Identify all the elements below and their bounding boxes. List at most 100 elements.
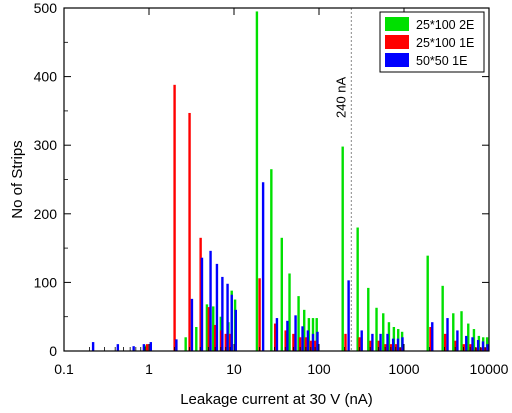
bar-series1-25 <box>429 326 432 351</box>
bar-series1-17 <box>344 333 347 351</box>
bar-series1-1 <box>173 84 176 351</box>
bar-series2-21 <box>316 331 319 351</box>
legend-label-0: 25*100 2E <box>416 18 474 32</box>
bar-series2-11 <box>226 283 229 351</box>
legend-swatch-0 <box>385 17 409 31</box>
bar-series2-35 <box>476 340 480 351</box>
bar-series2-27 <box>391 338 395 351</box>
y-tick-label-5: 500 <box>34 0 58 16</box>
bar-series0-31 <box>467 323 470 351</box>
bar-series0-22 <box>382 313 385 351</box>
bar-series0-10 <box>270 169 273 351</box>
bar-series2-8 <box>209 250 212 351</box>
bar-series1-18 <box>358 337 361 351</box>
bar-series2-20 <box>311 333 315 351</box>
bar-series1-9 <box>258 278 261 351</box>
bar-series2-13 <box>234 309 237 351</box>
bar-series0-30 <box>460 311 463 351</box>
bar-series1-15 <box>309 340 312 351</box>
bar-series2-5 <box>175 339 178 351</box>
bar-series2-3 <box>142 344 146 351</box>
bar-series2-22 <box>347 280 350 351</box>
bar-series2-36 <box>481 341 485 351</box>
bar-series1-12 <box>292 333 295 351</box>
bar-series0-23 <box>387 322 391 351</box>
bar-series0-1 <box>184 337 187 351</box>
bar-series0-11 <box>280 237 283 351</box>
x-tick-label-5: 10000 <box>470 361 509 377</box>
bar-series1-27 <box>454 340 457 351</box>
bar-series0-29 <box>452 313 455 351</box>
legend-swatch-2 <box>385 53 409 67</box>
bar-series1-16 <box>313 340 317 351</box>
bar-series2-15 <box>275 318 279 351</box>
bar-series2-1 <box>116 344 120 351</box>
bar-series2-32 <box>456 330 459 351</box>
y-tick-label-4: 400 <box>34 69 58 85</box>
bar-series0-19 <box>356 227 359 351</box>
bar-series2-9 <box>215 263 219 351</box>
bar-series2-30 <box>431 322 434 351</box>
bar-series2-4 <box>149 342 152 351</box>
bar-series2-0 <box>91 342 95 351</box>
bar-series1-14 <box>304 337 308 351</box>
x-axis-label: Leakage current at 30 V (nA) <box>180 391 373 408</box>
bar-series0-14 <box>303 309 306 351</box>
bar-series2-26 <box>386 333 389 351</box>
bar-series1-13 <box>298 337 302 351</box>
x-tick-label-4: 1000 <box>388 361 419 377</box>
bar-series2-24 <box>371 333 374 351</box>
bar-series0-13 <box>297 296 300 351</box>
bar-series2-19 <box>306 330 310 351</box>
bar-series2-14 <box>261 182 265 351</box>
bar-series2-6 <box>190 298 194 351</box>
bar-series1-8 <box>228 333 232 351</box>
legend-swatch-1 <box>385 35 409 49</box>
bar-series0-20 <box>367 287 370 351</box>
bar-series1-26 <box>443 333 447 351</box>
x-tick-label-3: 100 <box>307 361 331 377</box>
bar-series2-16 <box>286 320 289 351</box>
legend-label-1: 25*100 1E <box>416 36 474 50</box>
bar-series0-2 <box>195 326 198 351</box>
bar-series2-33 <box>465 335 468 351</box>
bar-series1-7 <box>224 333 227 351</box>
bar-series2-2 <box>132 346 135 351</box>
bar-series1-5 <box>213 324 217 351</box>
legend-label-2: 50*50 1E <box>416 54 467 68</box>
y-tick-label-0: 0 <box>49 343 57 359</box>
bar-series0-12 <box>288 273 291 351</box>
bar-series2-12 <box>230 294 233 351</box>
bar-series1-6 <box>219 330 223 351</box>
bar-series2-29 <box>401 337 404 351</box>
y-axis-label: No of Strips <box>9 140 26 218</box>
legend: 25*100 2E 25*100 1E 50*50 1E <box>379 11 485 73</box>
bar-series2-23 <box>360 330 363 351</box>
bar-series1-10 <box>273 323 277 351</box>
y-tick-label-2: 200 <box>34 206 58 222</box>
x-tick-label-1: 1 <box>145 361 153 377</box>
bar-series2-7 <box>200 257 204 351</box>
bar-series2-25 <box>379 333 382 351</box>
bar-series2-28 <box>396 338 400 351</box>
bar-series1-2 <box>188 112 191 352</box>
bar-series1-0 <box>145 344 149 351</box>
axes-layer: 0.1 1 10 100 1000 10000 0 100 200 300 400 500 <box>34 0 509 377</box>
x-tick-label-0: 0.1 <box>54 361 74 377</box>
bar-series0-27 <box>426 255 429 351</box>
bar-series1-3 <box>199 237 202 351</box>
bar-series0-21 <box>375 307 378 351</box>
bar-series2-31 <box>446 318 449 351</box>
bar-series2-18 <box>301 326 304 351</box>
bar-series2-17 <box>294 315 297 351</box>
bar-series1-19 <box>369 340 372 351</box>
bar-series0-18 <box>341 146 344 351</box>
x-tick-label-2: 10 <box>226 361 242 377</box>
annotation-label: 240 nA <box>333 76 348 118</box>
bar-series2-10 <box>221 276 224 351</box>
bar-series0-3 <box>205 304 209 351</box>
y-tick-label-1: 100 <box>34 274 58 290</box>
bar-series1-20 <box>377 340 380 351</box>
bar-series0-4 <box>212 306 215 351</box>
